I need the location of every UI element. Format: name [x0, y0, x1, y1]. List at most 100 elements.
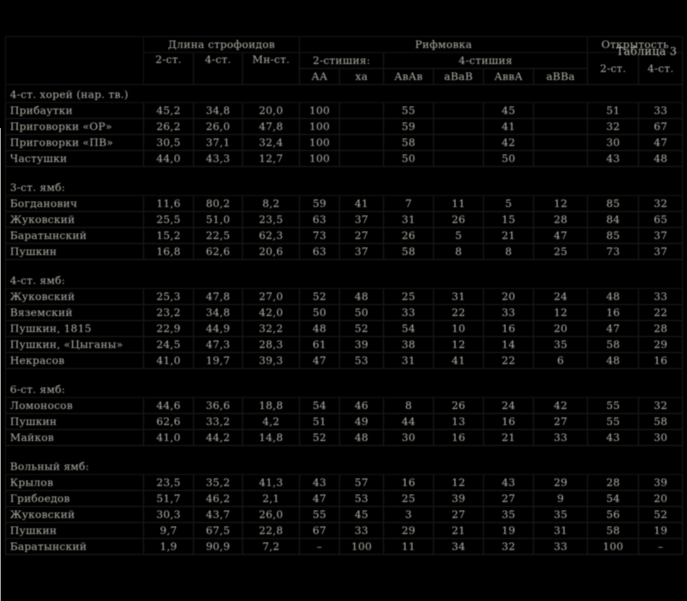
group-header-row: 4-ст. хорей (нар. тв.)	[4, 84, 684, 103]
row-label: Пушкин, «Цыганы»	[5, 336, 144, 353]
value-cell: 67,5	[193, 522, 243, 539]
row-label: Вяземский	[5, 304, 144, 321]
value-cell	[533, 102, 589, 119]
value-cell: 37	[339, 243, 385, 260]
row-label: Грибоедов	[5, 490, 144, 507]
value-cell: 22,9	[143, 320, 194, 337]
value-cell: 39	[433, 490, 485, 507]
value-cell: 73	[587, 243, 640, 260]
group-header-label: 4-ст. ямб:	[4, 259, 684, 289]
value-cell: 46,2	[193, 490, 243, 507]
value-cell: 41	[483, 118, 535, 135]
value-cell: 35	[533, 336, 589, 353]
value-cell: 35,2	[193, 474, 243, 491]
value-cell: 43	[483, 474, 535, 491]
value-cell: 48	[587, 288, 640, 305]
value-cell: 30	[383, 429, 435, 446]
value-cell: 47	[299, 352, 341, 369]
value-cell: 41	[433, 352, 485, 369]
value-cell: 45,2	[143, 102, 194, 119]
value-cell: 45	[339, 506, 385, 523]
value-cell: 7	[383, 195, 435, 212]
value-cell: 33	[339, 522, 385, 539]
value-cell: 22	[483, 352, 535, 369]
value-cell: 23,2	[143, 304, 194, 321]
value-cell: 20	[483, 288, 535, 305]
row-label: Майков	[5, 429, 144, 446]
value-cell: 23,5	[143, 474, 194, 491]
value-cell	[339, 102, 385, 119]
row-label: Приговорки «ПВ»	[5, 134, 144, 151]
value-cell: 24	[483, 397, 535, 414]
value-cell: 59	[383, 118, 435, 135]
row-label: Баратынский	[5, 538, 144, 555]
value-cell: 63	[299, 211, 341, 228]
value-cell: 44,2	[193, 429, 243, 446]
value-cell: 58	[383, 134, 435, 151]
value-cell: 53	[339, 490, 385, 507]
group-header-row: 6-ст. ямб:	[4, 368, 684, 398]
value-cell: 80,2	[193, 195, 243, 212]
data-row: Жуковский 25,3 47,8 27,0 52 48 25 31 20 24 48 33	[5, 288, 684, 305]
value-cell: 42	[483, 134, 535, 151]
value-cell: 28,3	[241, 336, 301, 353]
value-cell: 8	[383, 397, 435, 414]
value-cell	[433, 150, 485, 167]
value-cell: 47	[533, 227, 589, 244]
value-cell: 52	[299, 429, 341, 446]
value-cell	[433, 134, 485, 151]
value-cell: 23,5	[241, 211, 301, 228]
value-cell: 41,3	[241, 474, 301, 491]
value-cell: 29	[383, 522, 435, 539]
value-cell: 29	[638, 336, 684, 353]
value-cell: 51	[587, 102, 640, 119]
value-cell: 12	[433, 474, 485, 491]
value-cell: 51	[299, 413, 341, 430]
value-cell: 36,6	[193, 397, 243, 414]
value-cell: 54	[383, 320, 435, 337]
value-cell: 7,2	[241, 538, 301, 555]
value-cell: 27	[483, 490, 535, 507]
value-cell: 34,8	[193, 304, 243, 321]
value-cell: 9,7	[143, 522, 194, 539]
value-cell: 35	[483, 506, 535, 523]
value-cell: 16	[587, 304, 640, 321]
value-cell: 32	[638, 397, 684, 414]
value-cell	[433, 118, 485, 135]
value-cell: 24	[533, 288, 589, 305]
value-cell: 19,7	[193, 352, 243, 369]
value-cell: 44,9	[193, 320, 243, 337]
value-cell: 48	[638, 150, 684, 167]
header-aa: АА	[299, 68, 341, 85]
value-cell: 30,3	[143, 506, 194, 523]
value-cell: 26,2	[143, 118, 194, 135]
data-row: Богданович 11,6 80,2 8,2 59 41 7 11 5 12 85 32	[5, 195, 684, 212]
group-header-row: Вольный ямб:	[4, 445, 684, 475]
data-row: Пушкин 16,8 62,6 20,6 63 37 58 8 8 25 73 37	[5, 243, 684, 260]
value-cell: 6	[533, 352, 589, 369]
value-cell: 25,3	[143, 288, 194, 305]
value-cell: 24,5	[143, 336, 194, 353]
value-cell: 44,6	[143, 397, 194, 414]
data-row: Ломоносов 44,6 36,6 18,8 54 46 8 26 24 42 55 32	[5, 397, 684, 414]
value-cell: 55	[383, 102, 435, 119]
value-cell: 28	[533, 211, 589, 228]
value-cell: 62,3	[241, 227, 301, 244]
data-row: Пушкин 9,7 67,5 22,8 67 33 29 21 19 31 58 19	[5, 522, 684, 539]
value-cell: 3	[383, 506, 435, 523]
data-row: Прибаутки 45,2 34,8 20,0 100 55 45 51 33	[5, 102, 684, 119]
value-cell: 11,6	[143, 195, 194, 212]
header-four-line: 4-стишия	[383, 52, 589, 69]
value-cell: 16,8	[143, 243, 194, 260]
value-cell: 2,1	[241, 490, 301, 507]
versification-table: Длина строфоидов Рифмовка Открытость 2-с…	[4, 36, 684, 555]
value-cell: 21	[483, 227, 535, 244]
data-row: Пушкин, 1815 22,9 44,9 32,2 48 52 54 10 16 20 47 28	[5, 320, 684, 337]
value-cell: 100	[339, 538, 385, 555]
value-cell: 49	[339, 413, 385, 430]
value-cell: 10	[433, 320, 485, 337]
value-cell: 55	[587, 397, 640, 414]
value-cell: 33	[638, 288, 684, 305]
value-cell: 47	[299, 490, 341, 507]
group-header-label: 6-ст. ямб:	[4, 368, 684, 398]
